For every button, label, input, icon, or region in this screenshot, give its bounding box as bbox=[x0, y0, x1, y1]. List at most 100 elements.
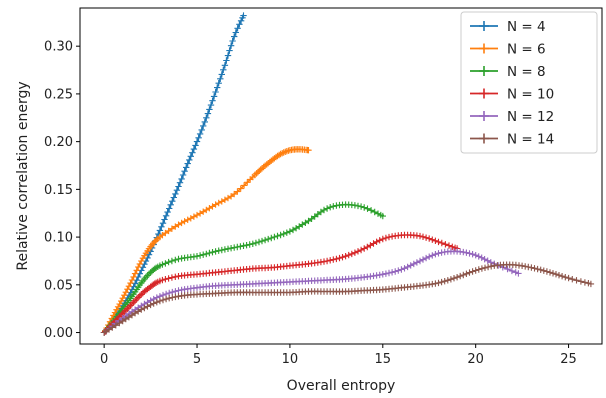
data-point bbox=[214, 84, 221, 91]
legend-item: N = 6 bbox=[470, 42, 546, 58]
data-point bbox=[122, 289, 129, 296]
legend-label: N = 14 bbox=[507, 132, 554, 148]
data-point bbox=[153, 299, 160, 306]
data-point bbox=[373, 238, 380, 245]
data-point bbox=[114, 303, 122, 310]
data-point bbox=[445, 242, 453, 249]
data-point bbox=[357, 246, 365, 254]
data-point bbox=[169, 288, 176, 296]
data-point bbox=[138, 257, 145, 265]
data-point bbox=[404, 263, 411, 271]
data-point bbox=[374, 210, 382, 217]
data-point bbox=[354, 202, 362, 210]
data-point bbox=[261, 236, 269, 244]
data-point bbox=[187, 215, 194, 222]
legend-label: N = 8 bbox=[507, 64, 546, 80]
data-point bbox=[128, 276, 136, 284]
x-tick-label: 25 bbox=[560, 352, 577, 367]
data-point bbox=[192, 142, 199, 149]
data-point bbox=[175, 183, 182, 190]
data-point bbox=[562, 274, 569, 281]
data-point bbox=[357, 203, 365, 210]
data-point bbox=[426, 253, 433, 260]
data-point bbox=[217, 75, 224, 82]
legend-marker bbox=[479, 133, 489, 144]
data-point bbox=[531, 265, 538, 272]
data-point bbox=[382, 270, 390, 277]
data-point bbox=[450, 275, 458, 282]
data-point bbox=[200, 122, 207, 130]
series-n6 bbox=[100, 146, 312, 336]
data-point bbox=[170, 194, 177, 201]
data-point bbox=[543, 268, 551, 275]
data-point bbox=[376, 271, 383, 279]
data-point bbox=[534, 265, 541, 273]
data-point bbox=[162, 276, 169, 283]
data-point bbox=[224, 52, 232, 59]
data-point bbox=[435, 238, 442, 246]
data-point bbox=[198, 126, 205, 134]
data-point bbox=[419, 256, 427, 263]
data-point bbox=[227, 42, 235, 49]
x-tick-label: 15 bbox=[375, 352, 392, 367]
data-point bbox=[504, 265, 511, 273]
data-point bbox=[422, 234, 430, 241]
data-point bbox=[327, 204, 334, 211]
data-point bbox=[209, 97, 216, 104]
data-point bbox=[351, 202, 359, 209]
data-point bbox=[478, 265, 486, 272]
data-point bbox=[246, 241, 253, 248]
data-point bbox=[351, 249, 359, 256]
data-point bbox=[379, 271, 386, 278]
data-point bbox=[181, 168, 188, 175]
data-point bbox=[165, 258, 172, 266]
data-point bbox=[577, 278, 585, 285]
data-point bbox=[447, 276, 455, 283]
data-point bbox=[512, 269, 519, 276]
data-point bbox=[587, 280, 595, 288]
data-point bbox=[469, 268, 476, 275]
data-point bbox=[203, 250, 210, 258]
data-point bbox=[196, 130, 204, 138]
data-point bbox=[161, 216, 168, 223]
data-point bbox=[159, 220, 167, 227]
data-point bbox=[240, 12, 247, 19]
data-point bbox=[581, 279, 589, 286]
data-point bbox=[305, 147, 312, 154]
data-point bbox=[244, 179, 251, 186]
data-point bbox=[212, 88, 219, 96]
data-point bbox=[224, 245, 232, 252]
data-point bbox=[212, 248, 219, 255]
data-point bbox=[249, 240, 256, 247]
data-point bbox=[569, 276, 576, 283]
data-point bbox=[179, 171, 187, 179]
legend-label: N = 6 bbox=[507, 42, 546, 58]
data-point bbox=[130, 273, 137, 281]
data-point bbox=[136, 292, 143, 299]
data-point bbox=[469, 251, 476, 258]
data-point bbox=[237, 17, 245, 24]
data-point bbox=[528, 264, 535, 271]
data-point bbox=[203, 114, 210, 121]
data-point bbox=[159, 261, 166, 268]
data-point bbox=[221, 246, 229, 253]
data-point bbox=[172, 288, 179, 295]
data-point bbox=[475, 266, 482, 273]
data-point bbox=[121, 292, 128, 299]
data-point bbox=[231, 244, 238, 251]
data-point bbox=[237, 243, 244, 250]
data-point bbox=[133, 267, 140, 274]
data-point bbox=[173, 187, 181, 194]
data-point bbox=[215, 199, 222, 207]
y-tick-label: 0.05 bbox=[44, 278, 73, 293]
x-tick-label: 20 bbox=[467, 352, 484, 367]
data-point bbox=[444, 277, 451, 284]
data-point bbox=[236, 21, 243, 28]
y-tick-label: 0.30 bbox=[44, 40, 73, 55]
data-point bbox=[151, 238, 158, 245]
data-point bbox=[258, 237, 266, 245]
data-point bbox=[183, 164, 190, 171]
data-point bbox=[229, 37, 236, 45]
data-point bbox=[398, 266, 405, 273]
y-tick-label: 0.10 bbox=[44, 231, 73, 246]
